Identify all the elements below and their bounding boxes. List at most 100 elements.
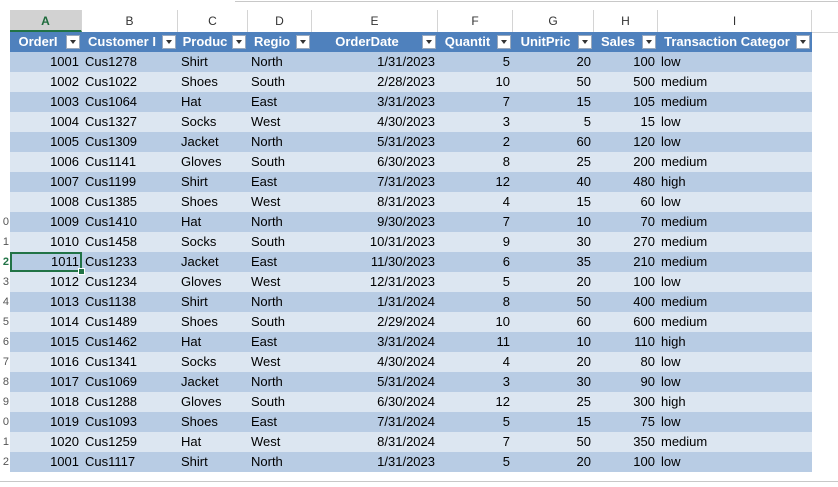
table-cell[interactable]: 480 [633,174,655,189]
table-cell[interactable]: 5 [502,414,510,429]
table-cell[interactable]: Cus1064 [85,94,138,109]
table-cell[interactable]: 15 [576,414,591,429]
table-cell[interactable]: 4/30/2023 [377,114,435,129]
row-number[interactable]: 1 [2,236,9,248]
table-cell[interactable]: 270 [633,234,655,249]
table-cell[interactable]: 7/31/2023 [377,174,435,189]
row-number[interactable]: 4 [2,296,9,308]
column-header-a[interactable]: A [10,10,82,32]
table-cell[interactable]: East [251,94,278,109]
table-cell[interactable]: 50 [576,434,591,449]
table-cell[interactable]: 5 [502,454,510,469]
table-cell[interactable]: 6/30/2024 [377,394,435,409]
table-cell[interactable]: Cus1341 [85,354,138,369]
table-cell[interactable]: 60 [576,134,591,149]
table-cell[interactable]: 15 [576,194,591,209]
table-cell[interactable]: 1/31/2023 [377,54,435,69]
table-cell[interactable]: East [251,414,278,429]
table-cell[interactable]: 70 [640,214,655,229]
table-cell[interactable]: Cus1458 [85,234,138,249]
table-header-cell[interactable]: OrderDate [335,34,399,49]
table-cell[interactable]: 90 [640,374,655,389]
table-cell[interactable]: 400 [633,294,655,309]
table-cell[interactable]: 7 [502,434,510,449]
table-cell[interactable]: 2/29/2024 [377,314,435,329]
table-cell[interactable]: high [661,334,686,349]
table-cell[interactable]: 11 [496,334,511,349]
table-cell[interactable]: 105 [633,94,655,109]
row-number[interactable]: 3 [2,276,9,288]
table-cell[interactable]: 1019 [50,414,79,429]
table-cell[interactable]: 4/30/2024 [377,354,435,369]
filter-dropdown-icon[interactable] [578,35,592,49]
filter-dropdown-icon[interactable] [296,35,310,49]
column-header-f[interactable]: F [438,10,513,32]
table-header-cell[interactable]: Transaction Categor [664,34,790,49]
table-cell[interactable]: South [251,74,285,89]
table-cell[interactable]: Cus1141 [85,154,137,169]
table-cell[interactable]: 10 [576,334,591,349]
table-cell[interactable]: low [661,374,681,389]
table-cell[interactable]: Socks [181,234,217,249]
table-cell[interactable]: 50 [576,294,591,309]
table-cell[interactable]: medium [661,154,708,169]
table-cell[interactable]: West [251,354,281,369]
table-cell[interactable]: 1001 [50,54,79,69]
table-cell[interactable]: 30 [576,374,591,389]
table-cell[interactable]: 20 [576,454,591,469]
filter-dropdown-icon[interactable] [162,35,176,49]
table-cell[interactable]: 5 [502,274,510,289]
table-cell[interactable]: 80 [640,354,655,369]
table-cell[interactable]: 35 [576,254,591,269]
table-cell[interactable]: South [251,154,285,169]
table-cell[interactable]: North [251,134,283,149]
table-cell[interactable]: 9/30/2023 [377,214,435,229]
table-cell[interactable]: 1012 [50,274,79,289]
table-cell[interactable]: medium [661,294,708,309]
filter-dropdown-icon[interactable] [66,35,80,49]
table-cell[interactable]: low [661,194,681,209]
table-cell[interactable]: low [661,114,681,129]
table-cell[interactable]: 7 [502,214,510,229]
table-cell[interactable]: Hat [181,214,202,229]
table-cell[interactable]: 6 [502,254,510,269]
table-cell[interactable]: 5 [502,54,510,69]
table-cell[interactable]: Shoes [181,74,218,89]
table-cell[interactable]: 15 [576,94,591,109]
table-cell[interactable]: 1010 [50,234,79,249]
table-cell[interactable]: Shirt [181,454,208,469]
table-cell[interactable]: West [251,114,281,129]
table-cell[interactable]: 75 [640,414,655,429]
table-cell[interactable]: Gloves [181,154,222,169]
table-cell[interactable]: medium [661,314,708,329]
table-cell[interactable]: medium [661,74,708,89]
table-cell[interactable]: Shirt [181,54,208,69]
table-cell[interactable]: 25 [576,394,591,409]
table-header-cell[interactable]: OrderI [18,34,58,49]
table-cell[interactable]: 50 [576,74,591,89]
table-cell[interactable]: North [251,294,283,309]
table-cell[interactable]: North [251,454,283,469]
table-cell[interactable]: medium [661,94,708,109]
table-cell[interactable]: 4 [502,194,510,209]
table-cell[interactable]: 110 [634,334,655,349]
table-cell[interactable]: 1015 [50,334,79,349]
table-cell[interactable]: 5/31/2024 [377,374,435,389]
table-cell[interactable]: 1004 [50,114,79,129]
table-cell[interactable]: 100 [633,274,655,289]
column-header-b[interactable]: B [82,10,178,32]
filter-dropdown-icon[interactable] [642,35,656,49]
table-cell[interactable]: Cus1022 [85,74,138,89]
table-cell[interactable]: 1002 [50,74,79,89]
table-cell[interactable]: low [661,134,681,149]
table-cell[interactable]: Cus1069 [85,374,138,389]
table-cell[interactable]: Jacket [181,254,219,269]
table-cell[interactable]: 3/31/2023 [377,94,435,109]
table-cell[interactable]: 350 [633,434,655,449]
table-cell[interactable]: 600 [633,314,655,329]
table-cell[interactable]: 3/31/2024 [377,334,435,349]
table-cell[interactable]: Socks [181,354,217,369]
table-cell[interactable]: 100 [633,54,655,69]
table-header-cell[interactable]: Quantit [444,34,491,49]
table-cell[interactable]: Hat [181,434,202,449]
